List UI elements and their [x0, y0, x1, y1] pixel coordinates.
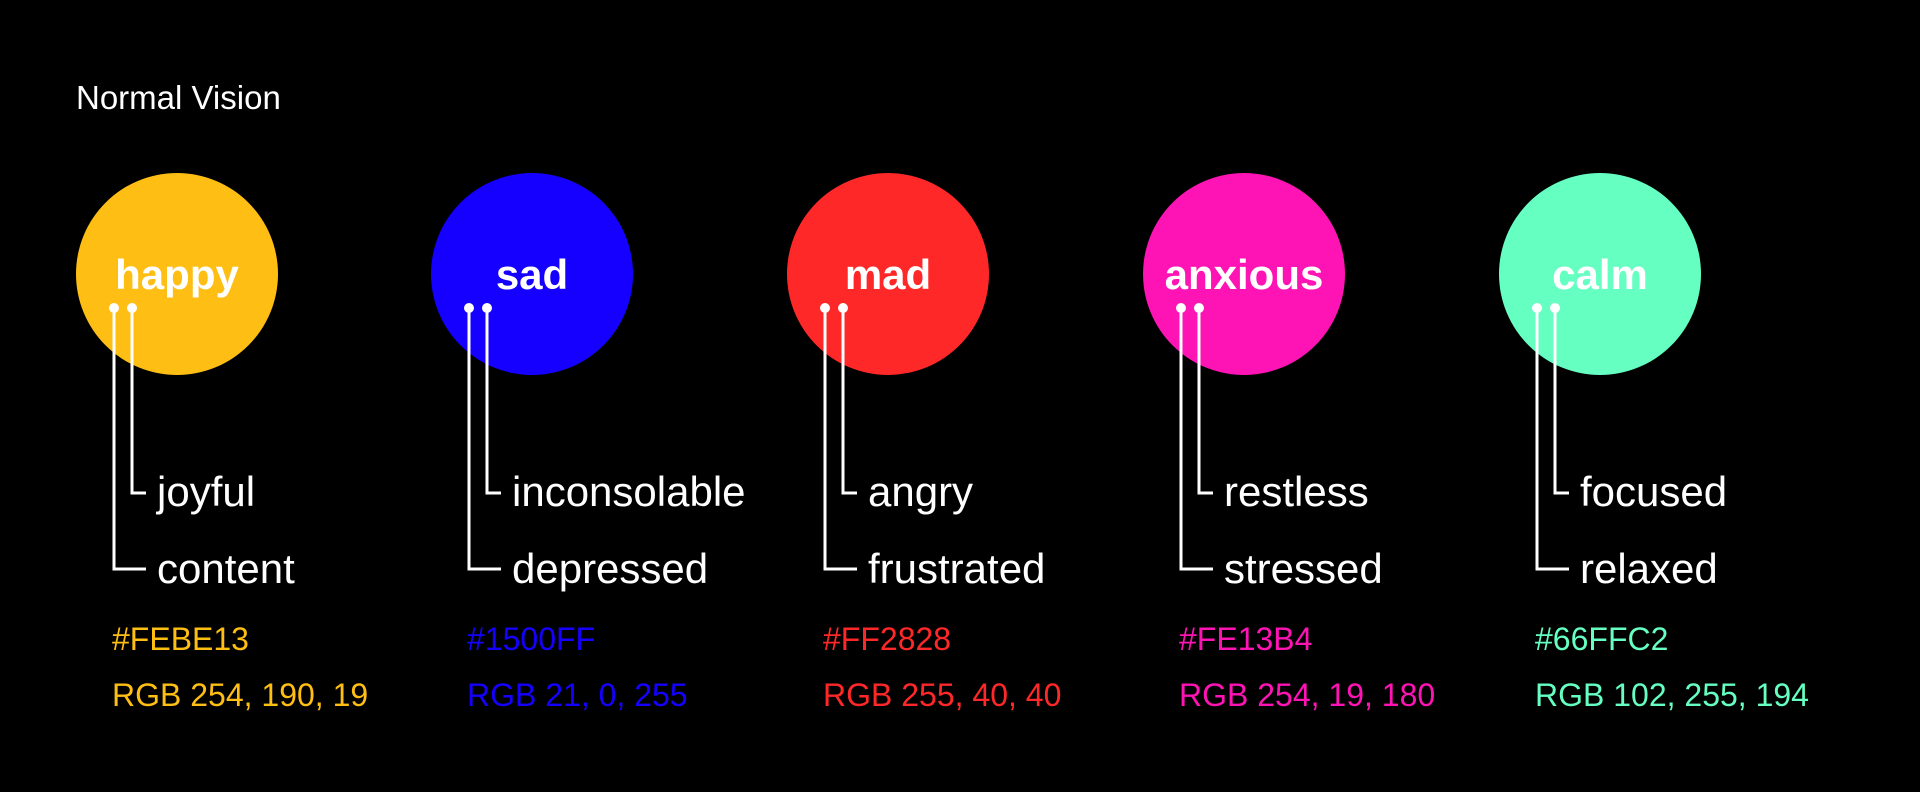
related-word: focused [1580, 468, 1728, 515]
connector-dot-2 [820, 303, 830, 313]
connector-line-2 [467, 308, 501, 571]
connector-line-1 [485, 308, 501, 495]
emotion-label: sad [495, 251, 569, 298]
connector-lines [464, 303, 501, 571]
rgb-code: RGB 21, 0, 255 [467, 677, 688, 713]
connector-lines [1532, 303, 1569, 571]
connector-line-2 [1179, 308, 1213, 571]
emotion-group-mad: mad angry frustrated #FF2828 RGB 255, 40, 40 [787, 0, 1143, 792]
connector-line-2 [112, 308, 146, 571]
connector-dot-1 [127, 303, 137, 313]
related-word: stressed [1224, 545, 1383, 592]
rgb-code: RGB 254, 190, 19 [112, 677, 369, 713]
connector-lines [820, 303, 857, 571]
related-word: content [157, 545, 295, 592]
emotion-label: mad [844, 251, 932, 298]
related-word: angry [868, 468, 974, 515]
emotion-group-anxious: anxious restless stressed #FE13B4 RGB 254, 1… [1143, 0, 1499, 792]
related-word: depressed [512, 545, 709, 592]
connector-dot-1 [482, 303, 492, 313]
emotion-label: happy [115, 251, 239, 298]
emotion-label: anxious [1164, 251, 1324, 298]
emotion-group-sad: sad inconsolable depressed #1500FF RGB 21, 0… [431, 0, 787, 792]
related-word: joyful [157, 468, 256, 515]
emotion-circle [76, 173, 278, 375]
emotion-circle [1499, 173, 1701, 375]
emotion-group-calm: calm focused relaxed #66FFC2 RGB 102, 255, 1… [1499, 0, 1855, 792]
emotion-circle [787, 173, 989, 375]
connector-dot-1 [1194, 303, 1204, 313]
hex-code: #FF2828 [823, 621, 952, 657]
hex-code: #1500FF [467, 621, 596, 657]
hex-code: #FEBE13 [112, 621, 249, 657]
related-word: inconsolable [512, 468, 746, 515]
connector-dot-1 [1550, 303, 1560, 313]
connector-dot-2 [109, 303, 119, 313]
connector-lines [1176, 303, 1213, 571]
connector-line-1 [130, 308, 146, 495]
emotion-label: calm [1552, 251, 1648, 298]
connector-lines [109, 303, 146, 571]
connector-line-1 [1197, 308, 1213, 495]
connector-dot-2 [1532, 303, 1542, 313]
rgb-code: RGB 102, 255, 194 [1535, 677, 1809, 713]
related-word: frustrated [868, 545, 1046, 592]
connector-line-1 [841, 308, 857, 495]
emotion-group-happy: happy joyful content #FEBE13 RGB 254, 190, 1… [76, 0, 432, 792]
hex-code: #FE13B4 [1179, 621, 1313, 657]
emotion-circle [431, 173, 633, 375]
related-word: restless [1224, 468, 1369, 515]
connector-line-1 [1553, 308, 1569, 495]
connector-dot-2 [464, 303, 474, 313]
connector-dot-1 [838, 303, 848, 313]
rgb-code: RGB 254, 19, 180 [1179, 677, 1436, 713]
emotion-circle [1143, 173, 1345, 375]
connector-line-2 [1535, 308, 1569, 571]
related-word: relaxed [1580, 545, 1718, 592]
rgb-code: RGB 255, 40, 40 [823, 677, 1062, 713]
connector-line-2 [823, 308, 857, 571]
connector-dot-2 [1176, 303, 1186, 313]
hex-code: #66FFC2 [1535, 621, 1669, 657]
page-title: Normal Vision [76, 79, 281, 116]
